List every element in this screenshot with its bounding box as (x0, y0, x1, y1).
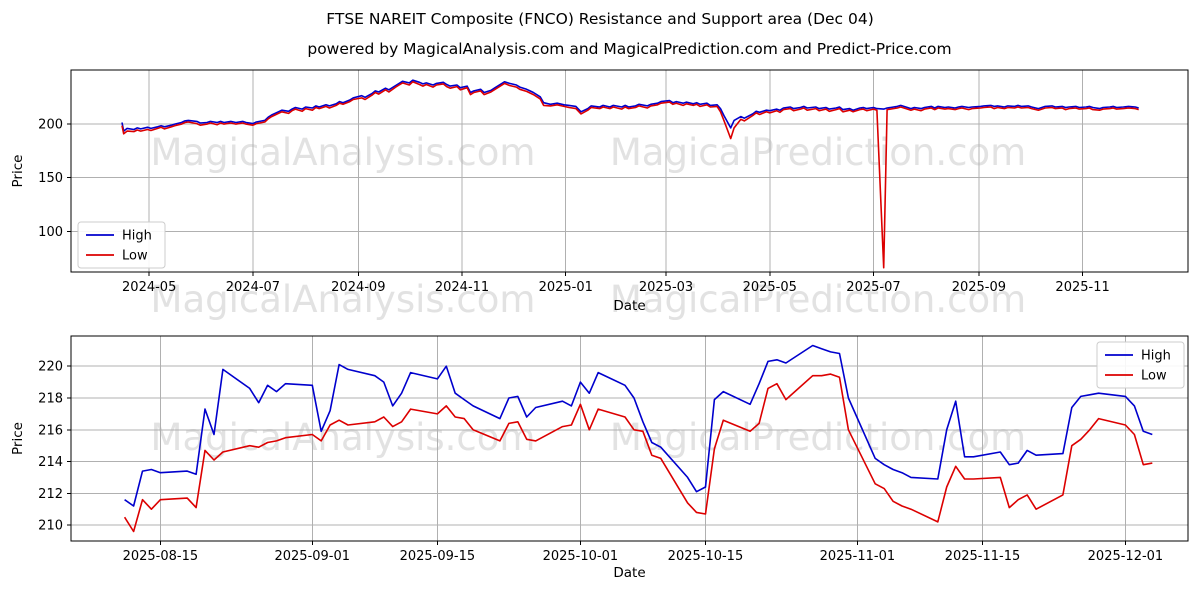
y-tick-label: 150 (38, 171, 63, 186)
y-tick-label: 212 (38, 487, 63, 502)
watermark-text: MagicalAnalysis.com (151, 278, 536, 321)
y-tick-label: 214 (38, 455, 63, 470)
y-axis-label: Price (10, 422, 26, 455)
x-tick-label: 2024-05 (122, 280, 176, 295)
plot-border (70, 335, 1189, 542)
y-tick-label: 220 (38, 360, 63, 375)
x-tick-label: 2025-09-01 (274, 549, 350, 564)
page-title: FTSE NAREIT Composite (FNCO) Resistance … (326, 10, 874, 28)
y-axis-label: Price (10, 155, 26, 188)
x-axis-label: Date (613, 298, 645, 314)
x-tick-label: 2025-10-01 (543, 549, 619, 564)
x-tick-label: 2025-09-15 (400, 549, 476, 564)
high-line (121, 79, 1139, 132)
y-tick-label: 218 (38, 391, 63, 406)
watermark-text: MagicalAnalysis.com (151, 131, 536, 174)
chart-subtitle: powered by MagicalAnalysis.com and Magic… (307, 40, 952, 58)
y-tick-label: 210 (38, 519, 63, 534)
x-tick-label: 2025-11-15 (945, 549, 1021, 564)
y-tick-label: 200 (38, 118, 63, 133)
legend-label: High (122, 229, 152, 244)
watermark-text: MagicalPrediction.com (610, 278, 1026, 321)
x-tick-label: 2024-07 (226, 280, 280, 295)
y-tick-label: 216 (38, 423, 63, 438)
x-tick-label: 2025-07 (846, 280, 900, 295)
x-tick-label: 2025-01 (539, 280, 593, 295)
x-tick-label: 2025-11-01 (820, 549, 896, 564)
low-line (123, 373, 1153, 533)
legend-label: Low (122, 249, 148, 264)
x-tick-label: 2025-05 (743, 280, 797, 295)
plot-border (70, 69, 1189, 273)
watermark-text: MagicalPrediction.com (610, 416, 1026, 459)
legend (1096, 341, 1185, 389)
x-tick-label: 2025-10-15 (668, 549, 744, 564)
legend (77, 221, 166, 269)
legend-label: Low (1141, 369, 1167, 384)
x-axis-label: Date (613, 565, 645, 581)
x-tick-label: 2025-09 (952, 280, 1006, 295)
high-line (124, 344, 1153, 507)
x-tick-label: 2024-11 (435, 280, 489, 295)
x-tick-label: 2024-09 (331, 280, 385, 295)
x-tick-label: 2025-12-01 (1088, 549, 1164, 564)
watermark-text: MagicalPrediction.com (610, 131, 1026, 174)
y-tick-label: 100 (38, 225, 63, 240)
x-tick-label: 2025-11 (1055, 280, 1109, 295)
low-line (121, 81, 1139, 269)
x-tick-label: 2025-03 (639, 280, 693, 295)
x-tick-label: 2025-08-15 (123, 549, 199, 564)
legend-label: High (1141, 349, 1171, 364)
